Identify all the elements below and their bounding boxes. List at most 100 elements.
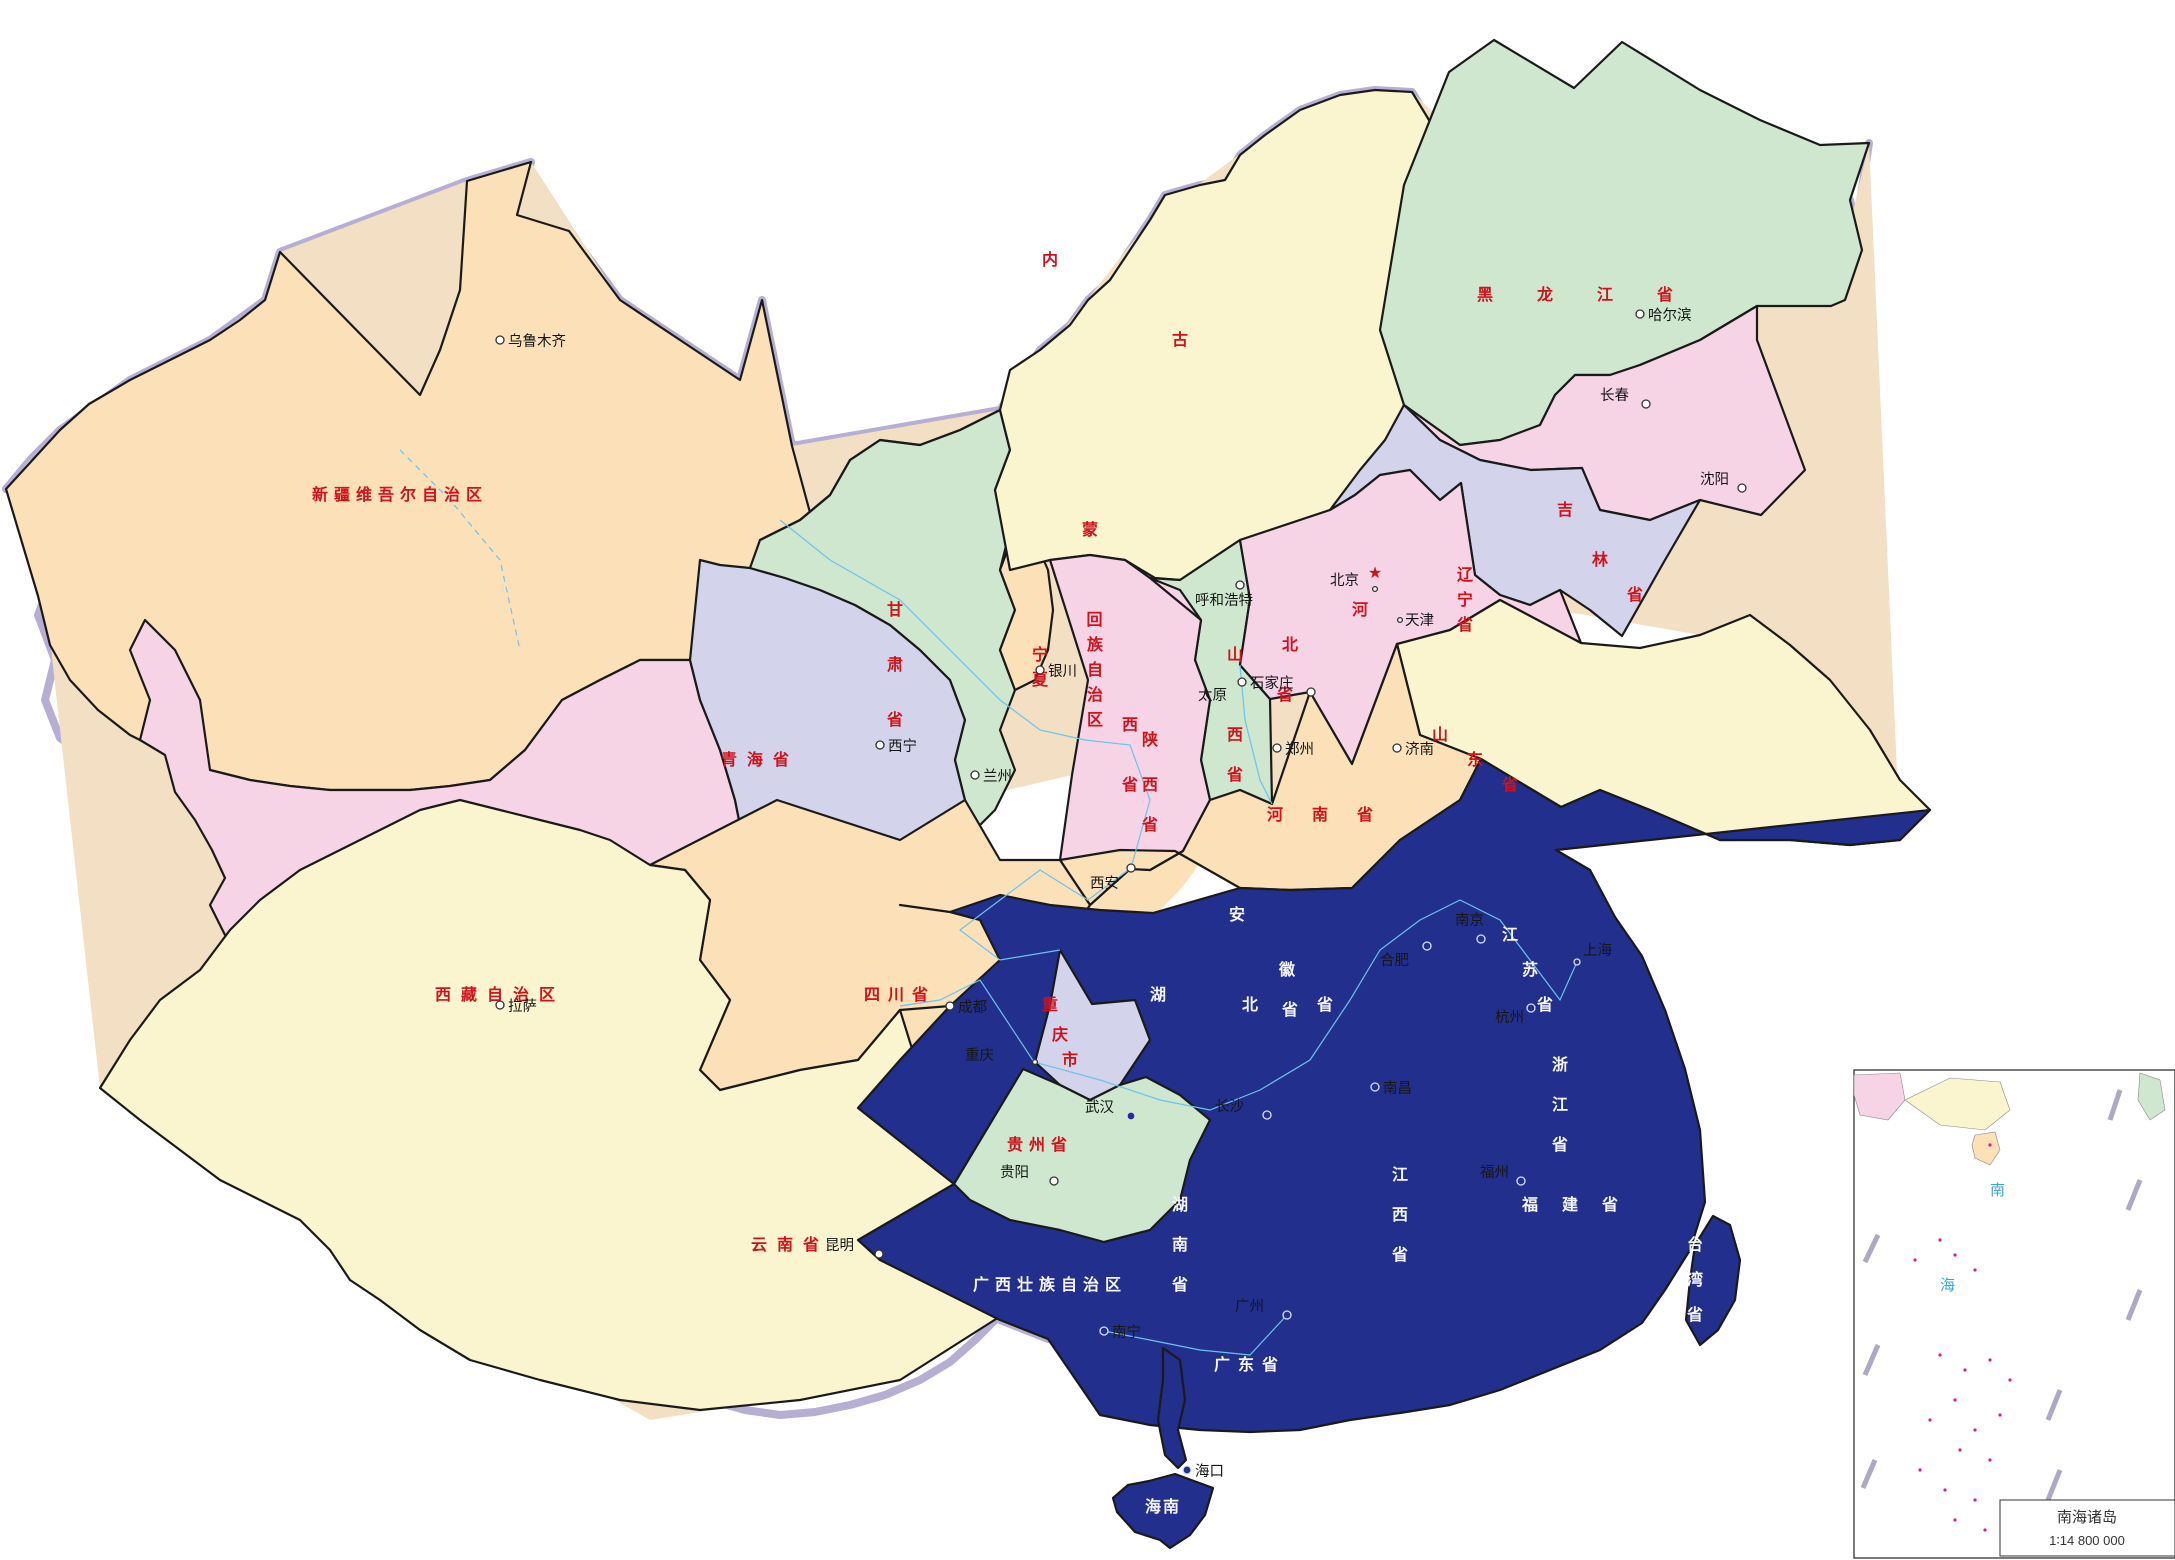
svg-text:江: 江 <box>1597 286 1613 304</box>
svg-text:庆: 庆 <box>1051 1025 1068 1044</box>
svg-text:湖: 湖 <box>1172 1196 1188 1214</box>
svg-text:海南: 海南 <box>1145 1497 1181 1516</box>
svg-text:山: 山 <box>1432 726 1448 744</box>
svg-text:内: 内 <box>1042 250 1058 269</box>
svg-text:省: 省 <box>1356 805 1373 824</box>
svg-text:西宁: 西宁 <box>888 738 917 755</box>
svg-text:江: 江 <box>1552 1096 1568 1114</box>
svg-text:重庆: 重庆 <box>965 1047 994 1064</box>
svg-text:长春: 长春 <box>1600 387 1629 404</box>
svg-text:太原: 太原 <box>1198 687 1227 704</box>
svg-text:东: 东 <box>1467 750 1483 769</box>
svg-text:★: ★ <box>1368 565 1382 582</box>
svg-text:辽: 辽 <box>1457 566 1474 584</box>
svg-text:贵州省: 贵州省 <box>1007 1135 1073 1154</box>
svg-text:省: 省 <box>1281 1000 1298 1019</box>
svg-text:北: 北 <box>1282 636 1298 654</box>
svg-text:肃: 肃 <box>887 656 903 674</box>
svg-text:西: 西 <box>1227 726 1243 744</box>
svg-text:西: 西 <box>1392 1206 1408 1224</box>
svg-text:蒙: 蒙 <box>1082 520 1098 539</box>
svg-text:台: 台 <box>1687 1235 1703 1254</box>
svg-text:江: 江 <box>1392 1166 1408 1184</box>
svg-text:云南省: 云南省 <box>751 1235 829 1254</box>
svg-text:回: 回 <box>1086 611 1103 629</box>
svg-text:治: 治 <box>1087 685 1103 704</box>
svg-text:新疆维吾尔自治区: 新疆维吾尔自治区 <box>312 485 488 504</box>
svg-text:天津: 天津 <box>1405 612 1434 629</box>
svg-text:海: 海 <box>1940 1277 1955 1294</box>
svg-text:省: 省 <box>1601 1195 1618 1214</box>
svg-text:建: 建 <box>1562 1196 1578 1214</box>
svg-text:浙: 浙 <box>1552 1055 1568 1074</box>
svg-text:昆明: 昆明 <box>825 1238 854 1254</box>
svg-text:兰州: 兰州 <box>983 768 1012 785</box>
svg-text:南昌: 南昌 <box>1383 1080 1412 1097</box>
svg-text:重: 重 <box>1042 995 1058 1014</box>
svg-text:古: 古 <box>1172 330 1188 349</box>
svg-text:石家庄: 石家庄 <box>1250 674 1294 692</box>
svg-text:北京: 北京 <box>1330 572 1359 589</box>
svg-text:青海省: 青海省 <box>721 750 799 769</box>
svg-text:省: 省 <box>1536 995 1553 1014</box>
svg-text:1∶14 800 000: 1∶14 800 000 <box>2049 1533 2125 1548</box>
svg-text:武汉: 武汉 <box>1085 1099 1114 1116</box>
svg-text:广东省: 广东省 <box>1214 1355 1286 1374</box>
svg-text:市: 市 <box>1062 1050 1078 1069</box>
svg-text:济南: 济南 <box>1405 741 1434 758</box>
svg-text:徽: 徽 <box>1278 960 1301 979</box>
svg-text:省: 省 <box>1121 775 1138 794</box>
svg-text:贵阳: 贵阳 <box>1000 1164 1029 1181</box>
svg-text:福州: 福州 <box>1480 1164 1509 1181</box>
svg-text:拉萨: 拉萨 <box>508 998 537 1015</box>
svg-text:省: 省 <box>1656 285 1673 304</box>
svg-text:合肥: 合肥 <box>1380 952 1409 969</box>
svg-text:湾: 湾 <box>1687 1270 1703 1289</box>
svg-text:林: 林 <box>1592 550 1608 569</box>
svg-text:南宁: 南宁 <box>1112 1324 1141 1341</box>
svg-text:省: 省 <box>1686 1305 1703 1324</box>
svg-text:南京: 南京 <box>1455 912 1484 929</box>
svg-text:自: 自 <box>1087 660 1103 679</box>
svg-text:黑: 黑 <box>1477 286 1493 304</box>
svg-text:北: 北 <box>1242 996 1258 1014</box>
svg-text:省: 省 <box>1226 765 1243 784</box>
svg-text:宁: 宁 <box>1457 590 1473 609</box>
svg-text:安: 安 <box>1229 905 1251 924</box>
svg-text:上海: 上海 <box>1583 942 1612 959</box>
svg-text:西: 西 <box>1142 776 1158 794</box>
svg-text:省: 省 <box>1316 995 1333 1014</box>
svg-text:南海诸岛: 南海诸岛 <box>2057 1509 2117 1526</box>
svg-text:西安: 西安 <box>1090 875 1119 892</box>
svg-text:沈阳: 沈阳 <box>1700 471 1729 488</box>
svg-text:龙: 龙 <box>1536 285 1553 304</box>
svg-text:南: 南 <box>1990 1182 2005 1199</box>
svg-text:广西壮族自治区: 广西壮族自治区 <box>973 1275 1127 1294</box>
svg-text:湖: 湖 <box>1150 986 1170 1004</box>
svg-text:省: 省 <box>1501 775 1518 794</box>
svg-text:吉: 吉 <box>1557 500 1573 519</box>
svg-text:西: 西 <box>1122 716 1138 734</box>
svg-text:省: 省 <box>1141 815 1158 834</box>
svg-text:呼和浩特: 呼和浩特 <box>1195 592 1253 609</box>
svg-text:甘: 甘 <box>887 601 903 619</box>
svg-text:成都: 成都 <box>958 999 987 1016</box>
svg-text:省: 省 <box>1171 1275 1188 1294</box>
svg-text:郑州: 郑州 <box>1285 741 1314 758</box>
svg-text:南: 南 <box>1172 1235 1188 1254</box>
svg-text:族: 族 <box>1087 635 1104 654</box>
svg-text:山: 山 <box>1227 646 1243 664</box>
svg-text:省: 省 <box>1391 1245 1408 1264</box>
svg-text:长沙: 长沙 <box>1215 1098 1244 1115</box>
svg-text:银川: 银川 <box>1048 663 1077 680</box>
svg-text:广州: 广州 <box>1235 1298 1264 1315</box>
svg-text:河: 河 <box>1267 805 1283 824</box>
svg-text:江: 江 <box>1502 926 1518 944</box>
svg-text:福: 福 <box>1521 1195 1538 1214</box>
svg-text:省: 省 <box>1551 1135 1568 1154</box>
svg-text:宁: 宁 <box>1032 645 1048 664</box>
svg-text:河: 河 <box>1352 600 1368 619</box>
svg-text:省: 省 <box>1456 615 1473 634</box>
svg-text:省: 省 <box>886 710 903 729</box>
svg-text:苏: 苏 <box>1522 960 1538 979</box>
